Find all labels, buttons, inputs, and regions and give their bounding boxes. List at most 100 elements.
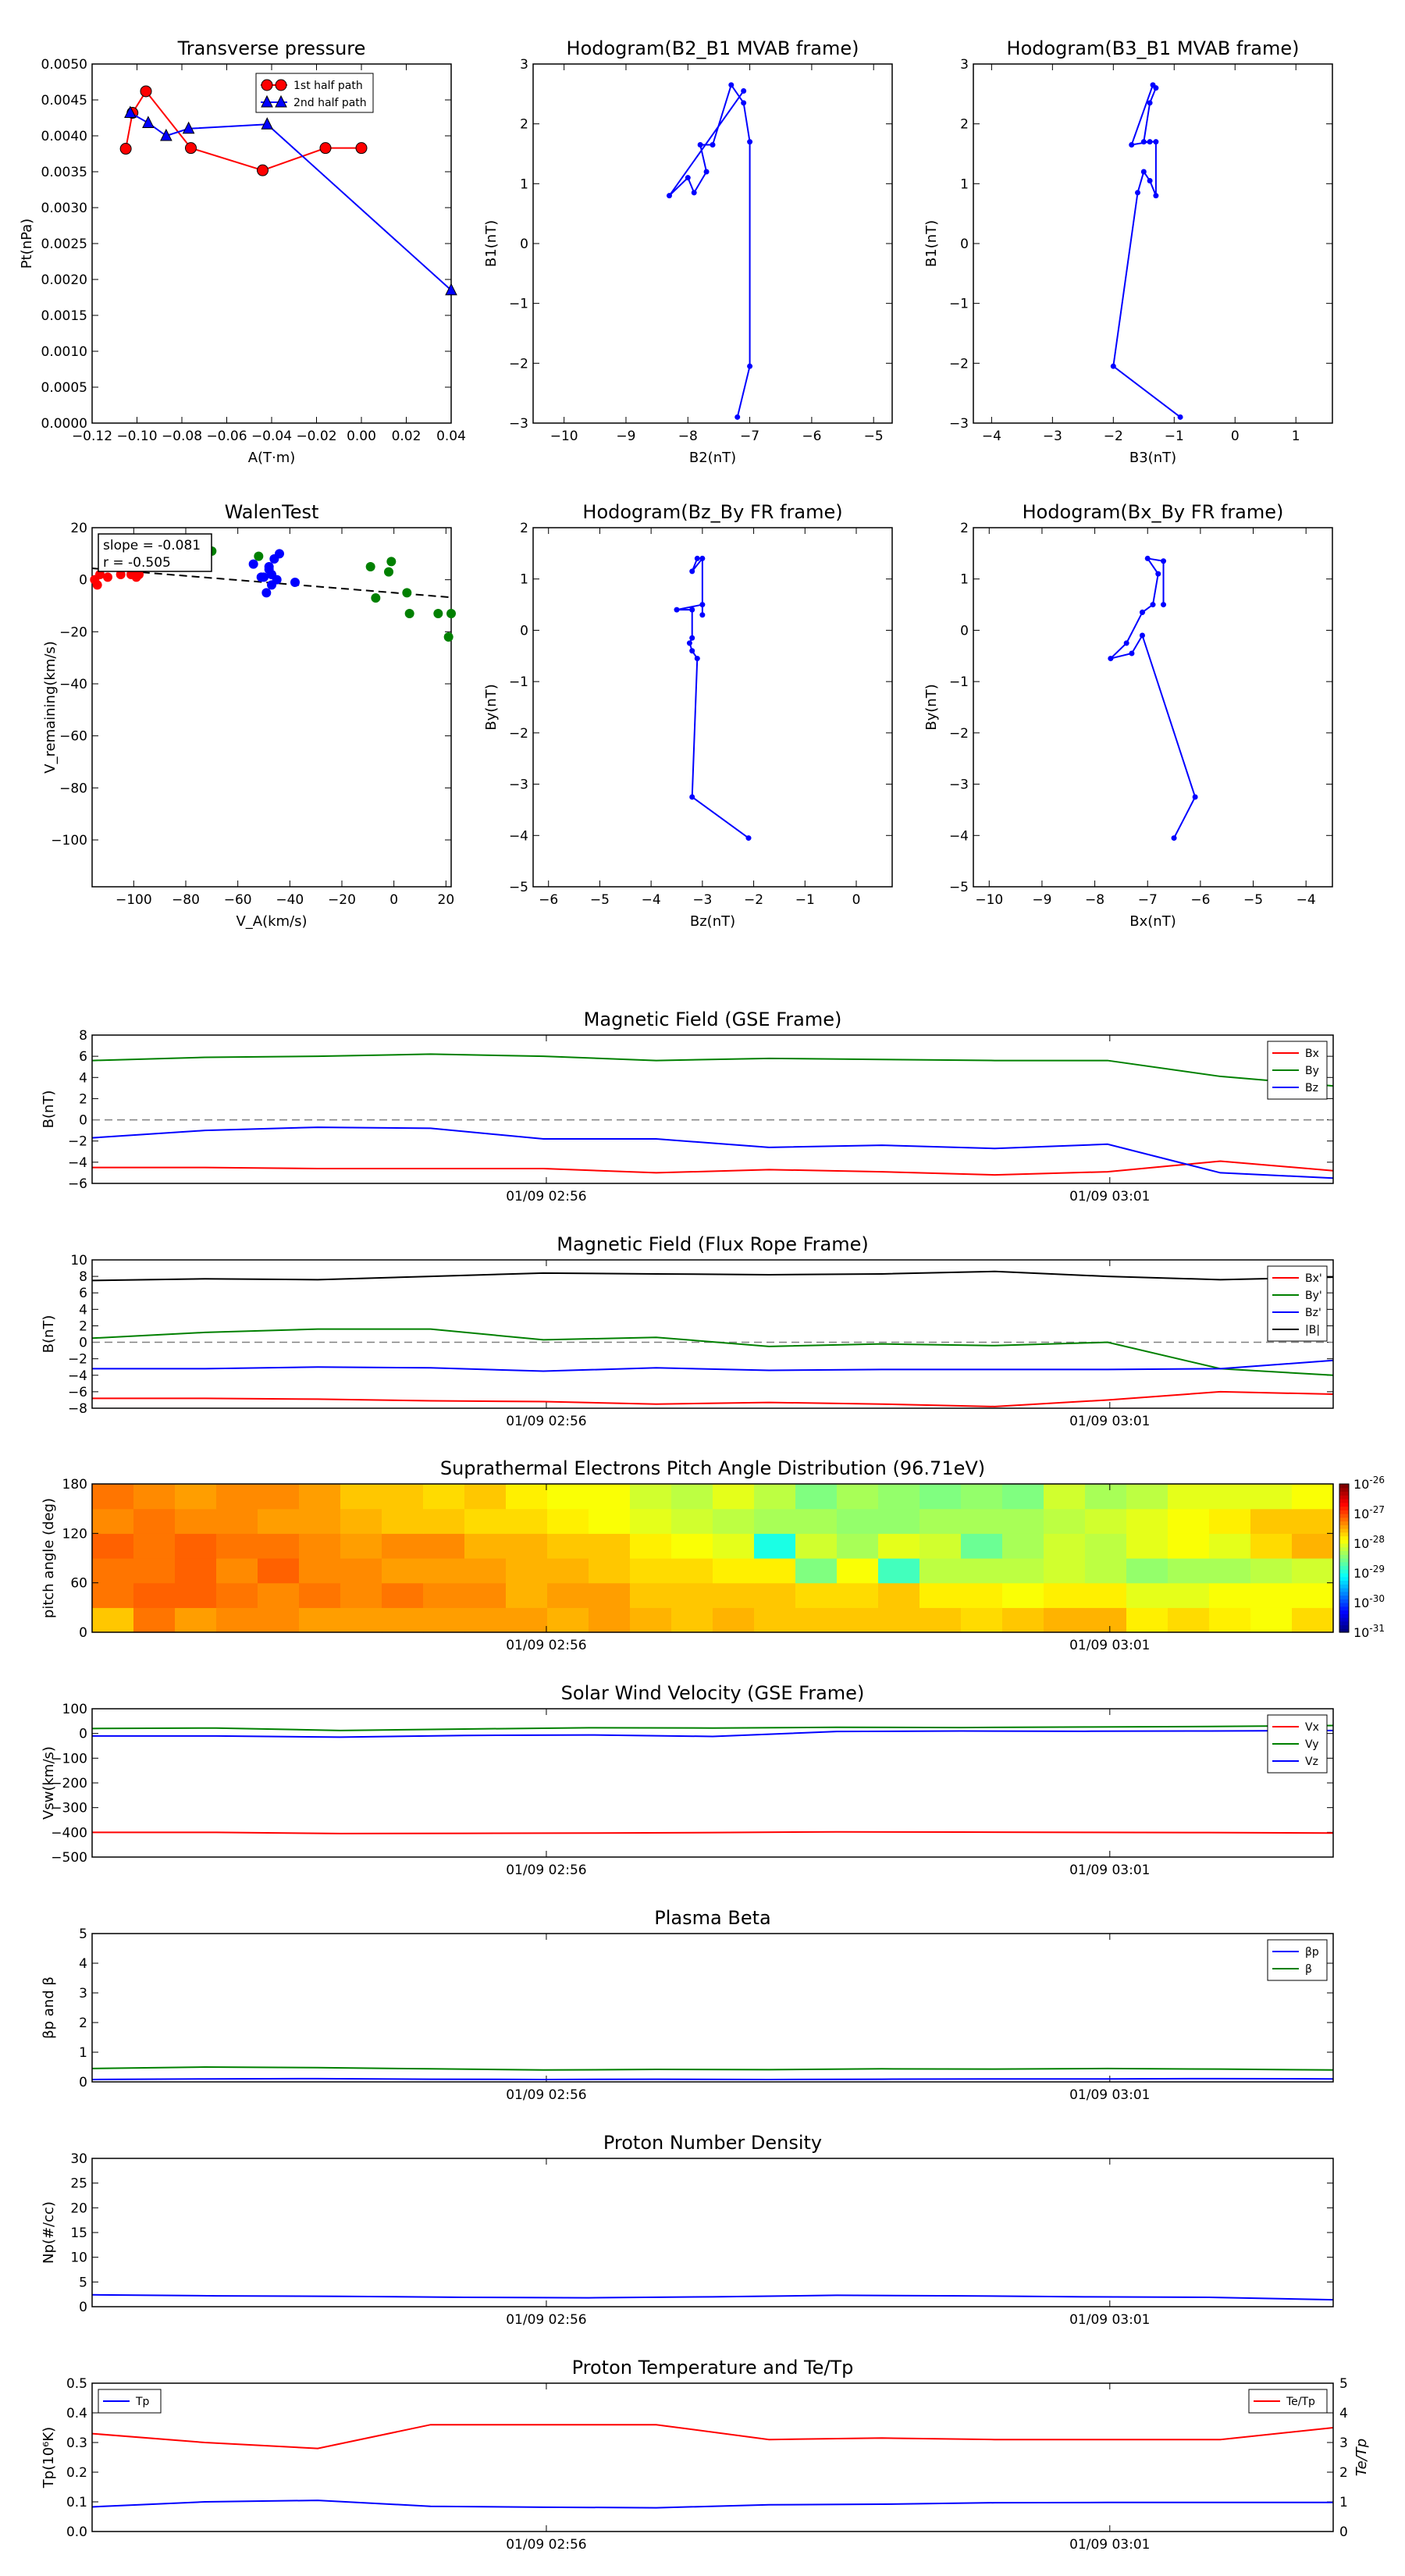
heatmap-cell: [92, 1582, 134, 1608]
y-tick-label: 1: [520, 572, 528, 588]
heatmap-cell: [1292, 1582, 1334, 1608]
heatmap-cell: [340, 1533, 382, 1559]
data-point: [674, 607, 680, 613]
data-point: [666, 193, 672, 199]
colorbar-cell: [1339, 1491, 1349, 1496]
x-tick-label: 1: [1292, 429, 1300, 444]
x-tick-label: −3: [692, 892, 712, 908]
y-tick-label: 0: [79, 1113, 87, 1129]
y-tick-label: 15: [70, 2226, 87, 2241]
heatmap-cell: [837, 1484, 879, 1510]
chart-title: WalenTest: [225, 501, 319, 523]
x-axis-label: B2(nT): [689, 450, 736, 466]
data-point: [728, 82, 735, 88]
heatmap-cell: [1126, 1558, 1168, 1584]
colorbar-cell: [1339, 1617, 1349, 1622]
heatmap-cell: [258, 1533, 300, 1559]
colorbar-cell: [1339, 1514, 1349, 1518]
data-point: [1129, 142, 1135, 148]
heatmap-cell: [589, 1607, 631, 1633]
data-point: [747, 139, 753, 145]
colorbar-cell: [1339, 1502, 1349, 1507]
legend-label: βp: [1305, 1946, 1319, 1959]
colorbar-cell: [1339, 1506, 1349, 1510]
data-point: [254, 551, 264, 561]
heatmap-cell: [961, 1607, 1003, 1633]
colorbar-cell: [1339, 1573, 1349, 1578]
chart-walen: WalenTest −100 −80 −60 −40 −20 0 20 −100 −80 −60 −4…: [42, 501, 456, 930]
heatmap-cell: [589, 1582, 631, 1608]
y-axis-label: Np(#/cc): [41, 2201, 57, 2264]
heatmap-cell: [961, 1508, 1003, 1534]
x-tick-label: 01/09 02:56: [506, 2312, 586, 2328]
data-point: [1147, 178, 1153, 183]
heatmap-cell: [1168, 1558, 1210, 1584]
heatmap-cell: [1209, 1533, 1251, 1559]
x-tick-label: −10: [975, 892, 1003, 908]
data-point: [1139, 632, 1145, 639]
y-tick-label: 0.5: [66, 2376, 87, 2392]
heatmap-cell: [175, 1484, 217, 1510]
chart-tp: Transverse pressure 0.0000 0.0005 0.0010 0.0…: [19, 37, 466, 466]
plot-frame: [91, 63, 452, 424]
data-point: [261, 94, 273, 108]
heatmap-cell: [837, 1607, 879, 1633]
data-point: [1147, 139, 1153, 145]
y-tick-label: −3: [509, 777, 528, 793]
data-point: [1129, 650, 1135, 656]
heatmap-cell: [1044, 1508, 1086, 1534]
legend-label: Vy: [1305, 1738, 1319, 1751]
heatmap-cell: [795, 1607, 838, 1633]
data-point: [119, 143, 132, 155]
heatmap-cell: [961, 1484, 1003, 1510]
heatmap-cell: [919, 1607, 962, 1633]
y-tick-label: 5: [79, 2275, 87, 2290]
data-point: [1153, 139, 1159, 145]
heatmap-cell: [506, 1508, 548, 1534]
y-tick-label: −100: [51, 833, 87, 849]
heatmap-cell: [919, 1558, 962, 1584]
heatmap-cell: [1292, 1508, 1334, 1534]
heatmap-cell: [92, 1533, 134, 1559]
y-tick-label: −2: [68, 1352, 87, 1368]
colorbar-cell: [1339, 1528, 1349, 1533]
chart-title: Proton Temperature and Te/Tp: [572, 2357, 854, 2379]
heatmap-cell: [1044, 1607, 1086, 1633]
y-tick-label: −8: [68, 1401, 87, 1417]
data-point: [261, 117, 274, 130]
x-axis-label: B3(nT): [1129, 450, 1176, 466]
plot-frame: [91, 1259, 1334, 1409]
data-point: [741, 88, 747, 94]
heatmap-cell: [1209, 1582, 1251, 1608]
y-tick-label: −60: [59, 729, 87, 745]
heatmap-cell: [1168, 1484, 1210, 1510]
y-tick-label: 0.4: [66, 2406, 87, 2421]
chart-title: Transverse pressure: [177, 37, 366, 59]
data-point: [261, 588, 272, 598]
data-point: [689, 607, 695, 613]
heatmap-cell: [1250, 1558, 1293, 1584]
colorbar-cell: [1339, 1484, 1349, 1489]
heatmap-cell: [713, 1484, 755, 1510]
x-tick-label: 01/09 03:01: [1069, 2537, 1150, 2553]
y-axis-label: By(nT): [923, 684, 940, 730]
data-point: [103, 572, 112, 582]
plot-frame: [91, 1034, 1334, 1184]
y-tick-label: 30: [70, 2151, 87, 2167]
y-tick-label: 0: [79, 1336, 87, 1351]
y2-tick-label: 3: [1339, 2435, 1348, 2451]
series-line: [92, 1160, 1334, 1176]
legend-label: 2nd half path: [293, 97, 367, 109]
heatmap-cell: [258, 1484, 300, 1510]
y-tick-label: −2: [509, 726, 528, 742]
data-point: [747, 363, 753, 369]
data-point: [699, 612, 706, 618]
heatmap-cell: [258, 1582, 300, 1608]
heatmap-cell: [1002, 1508, 1044, 1534]
data-point: [257, 164, 269, 176]
heatmap-cell: [754, 1607, 796, 1633]
data-point: [710, 142, 716, 148]
y-tick-label: 60: [70, 1576, 87, 1592]
colorbar-cell: [1339, 1532, 1349, 1537]
